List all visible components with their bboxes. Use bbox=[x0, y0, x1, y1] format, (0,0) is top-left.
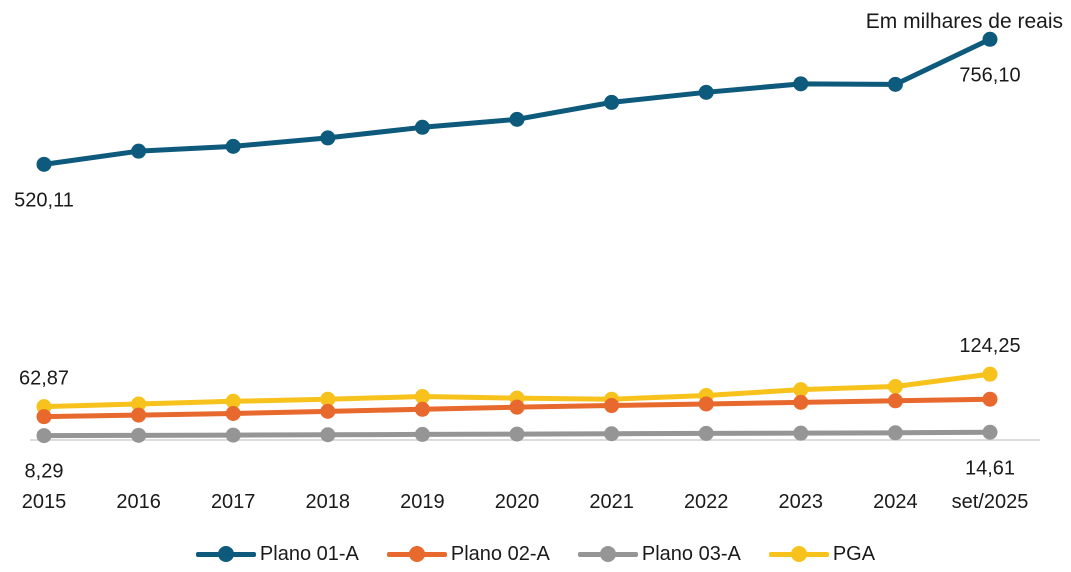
data-point-plano-02-a bbox=[36, 409, 52, 425]
data-point-plano-03-a bbox=[793, 425, 809, 441]
data-point-pga bbox=[225, 393, 241, 409]
data-point-plano-03-a bbox=[414, 426, 430, 442]
data-point-plano-01-a bbox=[509, 111, 525, 127]
legend-label: Plano 02-A bbox=[450, 542, 550, 565]
data-point-plano-01-a bbox=[698, 84, 714, 100]
data-point-pga bbox=[793, 382, 809, 398]
x-tick-label: 2021 bbox=[589, 491, 634, 513]
x-tick-label: 2019 bbox=[400, 491, 445, 513]
data-point-pga bbox=[320, 391, 336, 407]
data-point-plano-01-a bbox=[982, 31, 998, 47]
data-point-plano-03-a bbox=[698, 425, 714, 441]
data-label: 8,29 bbox=[25, 461, 64, 483]
data-point-plano-02-a bbox=[509, 399, 525, 415]
data-point-plano-02-a bbox=[320, 403, 336, 419]
legend-label: PGA bbox=[832, 542, 876, 565]
data-point-plano-02-a bbox=[982, 391, 998, 407]
data-point-plano-03-a bbox=[604, 426, 620, 442]
data-point-plano-01-a bbox=[225, 138, 241, 154]
data-point-plano-03-a bbox=[320, 427, 336, 443]
data-point-plano-01-a bbox=[36, 156, 52, 172]
legend: Plano 01-A Plano 02-A Plano 03-A PGA bbox=[0, 542, 1071, 566]
data-point-plano-02-a bbox=[225, 406, 241, 421]
data-point-plano-02-a bbox=[887, 393, 903, 409]
legend-item: Plano 01-A bbox=[195, 542, 359, 566]
data-point-plano-03-a bbox=[225, 427, 241, 443]
data-label: 14,61 bbox=[965, 457, 1015, 479]
data-point-plano-02-a bbox=[414, 401, 430, 417]
data-point-pga bbox=[414, 389, 430, 405]
data-point-plano-02-a bbox=[793, 394, 809, 410]
data-point-plano-02-a bbox=[698, 396, 714, 412]
legend-swatch bbox=[577, 542, 638, 566]
data-point-pga bbox=[131, 396, 147, 412]
x-tick-label: 2023 bbox=[779, 491, 824, 513]
x-tick-label: 2020 bbox=[495, 491, 540, 513]
x-tick-label: 2015 bbox=[22, 491, 67, 513]
legend-label: Plano 03-A bbox=[641, 542, 741, 565]
data-point-plano-01-a bbox=[604, 94, 620, 110]
legend-label: Plano 01-A bbox=[259, 542, 359, 565]
unit-note: Em milhares de reais bbox=[865, 10, 1063, 33]
line-chart: 2015 2016 2017 2018 2019 2020 2021 2022 2023 2024… bbox=[14, 31, 1040, 513]
legend-swatch bbox=[195, 542, 256, 566]
data-label: 520,11 bbox=[14, 189, 74, 211]
data-point-plano-01-a bbox=[793, 76, 809, 92]
data-point-plano-01-a bbox=[414, 119, 430, 135]
data-point-plano-03-a bbox=[887, 425, 903, 441]
data-point-plano-03-a bbox=[509, 426, 525, 442]
data-label: 62,87 bbox=[19, 368, 69, 390]
data-point-plano-02-a bbox=[131, 407, 147, 423]
data-label: 756,10 bbox=[959, 64, 1020, 86]
x-tick-label: 2022 bbox=[684, 491, 729, 513]
data-point-plano-03-a bbox=[131, 427, 147, 443]
x-tick-label: 2017 bbox=[211, 491, 256, 513]
legend-item: Plano 02-A bbox=[386, 542, 550, 566]
legend-swatch bbox=[386, 542, 447, 566]
data-point-plano-03-a bbox=[982, 424, 998, 440]
data-point-plano-03-a bbox=[36, 428, 52, 444]
x-tick-label: 2024 bbox=[873, 491, 918, 513]
legend-swatch bbox=[768, 542, 829, 566]
legend-item: Plano 03-A bbox=[577, 542, 741, 566]
series-line-plano-01-a bbox=[41, 36, 993, 167]
data-point-pga bbox=[887, 378, 903, 394]
data-point-plano-01-a bbox=[887, 76, 903, 92]
data-point-plano-01-a bbox=[131, 143, 147, 159]
data-point-plano-01-a bbox=[320, 130, 336, 146]
legend-item: PGA bbox=[768, 542, 876, 566]
x-tick-label: 2018 bbox=[306, 491, 351, 513]
data-point-pga bbox=[982, 366, 998, 382]
x-tick-label: set/2025 bbox=[952, 491, 1029, 513]
x-tick-label: 2016 bbox=[116, 491, 161, 513]
data-point-plano-02-a bbox=[604, 398, 620, 414]
data-label: 124,25 bbox=[959, 335, 1020, 357]
